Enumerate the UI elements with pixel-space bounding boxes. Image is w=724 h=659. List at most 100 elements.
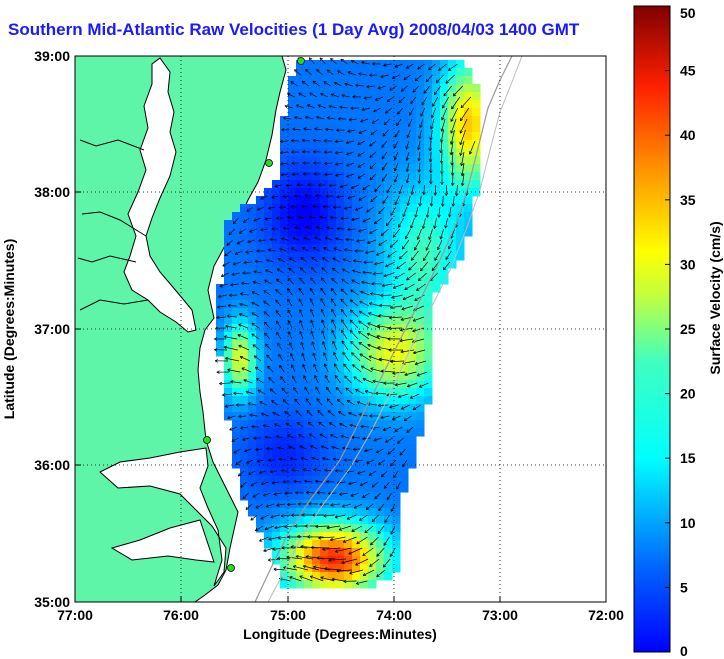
velocity-cell [288, 132, 297, 141]
velocity-vector-head [282, 399, 285, 403]
velocity-vector-head [330, 539, 334, 542]
velocity-vector-head [440, 150, 443, 154]
velocity-vector [300, 457, 309, 461]
velocity-vector-head [331, 298, 334, 301]
velocity-vector-head [301, 247, 304, 251]
velocity-vector [251, 301, 260, 307]
velocity-cell [400, 388, 409, 397]
velocity-vector-head [381, 144, 383, 148]
velocity-vector-head [371, 282, 375, 285]
velocity-cell [328, 540, 337, 549]
velocity-vector-head [304, 195, 308, 198]
velocity-vector [334, 82, 342, 87]
velocity-cell [352, 524, 361, 533]
velocity-cell [272, 532, 281, 541]
velocity-vector [233, 392, 244, 395]
velocity-cell [408, 460, 417, 469]
velocity-cell [408, 116, 417, 125]
velocity-cell [240, 476, 249, 485]
velocity-cell [264, 236, 273, 245]
velocity-vector-head [375, 450, 378, 453]
velocity-cell [392, 108, 401, 117]
velocity-vector-head [334, 141, 338, 144]
velocity-cell [328, 188, 337, 197]
velocity-vector [348, 118, 358, 121]
velocity-cell [264, 196, 273, 205]
velocity-cell [272, 268, 281, 277]
velocity-vector-head [322, 548, 326, 551]
velocity-cell [376, 84, 385, 93]
velocity-cell [384, 572, 393, 581]
velocity-vector-head [380, 473, 383, 477]
velocity-vector [342, 268, 350, 274]
velocity-cell [248, 316, 257, 325]
velocity-cell [296, 580, 305, 589]
velocity-vector-head [402, 296, 405, 300]
velocity-vector-head [363, 260, 367, 263]
velocity-vector [334, 514, 346, 518]
velocity-cell [328, 76, 337, 85]
velocity-cell [392, 156, 401, 165]
velocity-cell [416, 348, 425, 357]
velocity-cell [280, 292, 289, 301]
velocity-vector-head [346, 176, 350, 178]
velocity-vector [459, 118, 468, 134]
velocity-cell [424, 228, 433, 237]
velocity-cell [296, 228, 305, 237]
bathymetry-contour [254, 56, 513, 602]
velocity-cell [376, 436, 385, 445]
velocity-vector-head [460, 142, 463, 146]
velocity-vector-head [324, 236, 328, 238]
velocity-vector-head [404, 374, 408, 377]
velocity-vector [347, 129, 356, 132]
velocity-vector [362, 217, 371, 223]
velocity-vector-head [219, 284, 223, 287]
velocity-vector [304, 480, 313, 483]
velocity-vector-head [340, 309, 342, 313]
velocity-vector-head [420, 267, 422, 271]
velocity-cell [256, 244, 265, 253]
velocity-cell [456, 124, 465, 133]
velocity-vector [356, 239, 366, 242]
velocity-vector-head [322, 341, 326, 344]
velocity-vector-head [369, 74, 373, 78]
velocity-vector [365, 503, 374, 510]
velocity-vector-head [290, 546, 294, 549]
velocity-cell [232, 372, 241, 381]
velocity-vector [327, 492, 337, 494]
velocity-vector-head [308, 57, 311, 61]
velocity-cell [232, 236, 241, 245]
velocity-cell [288, 340, 297, 349]
velocity-cell [424, 324, 433, 333]
velocity-vector-head [283, 566, 287, 568]
velocity-cell [392, 188, 401, 197]
velocity-vector-head [301, 138, 306, 141]
velocity-cell [448, 68, 457, 77]
velocity-vector-head [299, 445, 302, 449]
velocity-vector-head [452, 182, 455, 186]
velocity-vector-head [267, 558, 271, 561]
velocity-vector-head [363, 96, 367, 99]
velocity-cell [328, 404, 337, 413]
velocity-cell [432, 228, 441, 237]
velocity-vector [318, 421, 326, 428]
velocity-cell [240, 292, 249, 301]
velocity-cell [280, 572, 289, 581]
velocity-cell [320, 260, 329, 269]
velocity-cell [304, 196, 313, 205]
velocity-vector [259, 470, 267, 474]
velocity-vector-head [261, 413, 264, 416]
velocity-vector-head [251, 323, 254, 327]
velocity-vector-head [461, 173, 465, 177]
velocity-vector-head [318, 421, 322, 423]
velocity-vector-head [290, 206, 294, 209]
velocity-cell [360, 156, 369, 165]
velocity-vector [277, 258, 285, 263]
velocity-vector-head [231, 274, 235, 276]
velocity-vector-head [407, 135, 410, 139]
velocity-vector [222, 393, 233, 396]
velocity-vector-head [303, 237, 306, 240]
velocity-cell [336, 508, 345, 517]
velocity-vector [313, 139, 322, 142]
velocity-cell [240, 468, 249, 477]
